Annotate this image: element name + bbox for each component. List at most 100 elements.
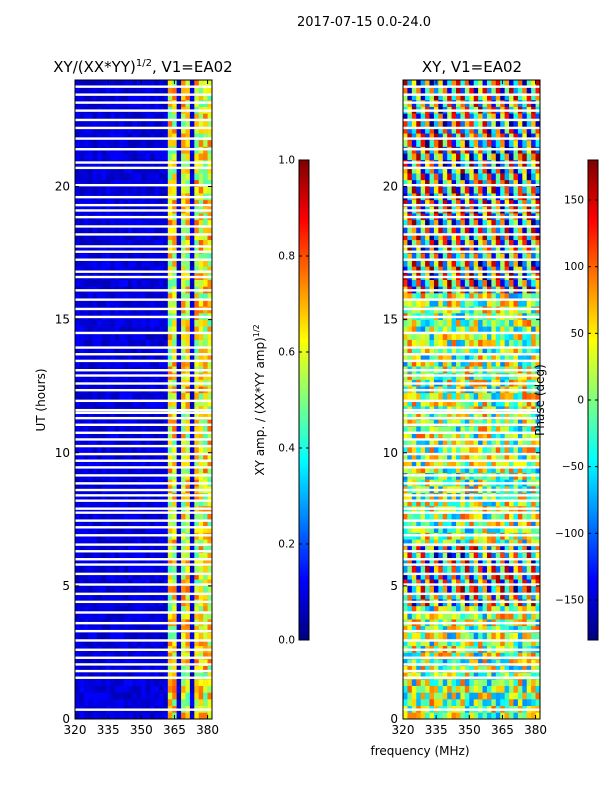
heatmap-cell	[132, 592, 138, 600]
heatmap-cell	[460, 605, 466, 613]
heatmap-cell	[478, 565, 483, 573]
heatmap-cell	[482, 525, 488, 533]
heatmap-cell	[473, 665, 479, 673]
heatmap-cell	[469, 659, 475, 667]
heatmap-cell	[203, 466, 208, 474]
heatmap-cell	[176, 605, 182, 613]
heatmap-cell	[150, 133, 155, 141]
heatmap-cell	[185, 446, 191, 454]
heatmap-cell	[163, 93, 169, 101]
heatmap-cell	[88, 519, 93, 527]
heatmap-cell	[486, 412, 492, 420]
heatmap-cell	[433, 499, 439, 507]
heatmap-cell	[128, 659, 133, 667]
heatmap-cell	[416, 426, 421, 434]
heatmap-cell	[411, 672, 417, 680]
heatmap-cell	[181, 612, 186, 620]
heatmap-cell	[194, 352, 200, 360]
heatmap-cell	[105, 412, 111, 420]
heatmap-cell	[189, 632, 195, 640]
heatmap-cell	[194, 685, 200, 693]
heatmap-cell	[114, 279, 120, 287]
heatmap-cell	[97, 359, 102, 367]
figure-title: 2017-07-15 0.0-24.0	[297, 15, 431, 30]
heatmap-cell	[145, 93, 151, 101]
heatmap-cell	[198, 432, 204, 440]
heatmap-cell	[172, 352, 177, 360]
heatmap-cell	[491, 452, 497, 460]
heatmap-cell	[509, 572, 514, 580]
heatmap-cell	[433, 346, 439, 354]
heatmap-cell	[154, 80, 160, 87]
heatmap-cell	[141, 119, 147, 127]
heatmap-cell	[97, 279, 102, 287]
heatmap-cell	[101, 652, 107, 660]
heatmap-cell	[526, 565, 532, 573]
heatmap-cell	[203, 259, 208, 267]
heatmap-cell	[136, 166, 142, 174]
heatmap-cell	[97, 246, 102, 254]
heatmap-cell	[79, 259, 85, 267]
heatmap-cell	[83, 519, 89, 527]
heatmap-cell	[158, 452, 164, 460]
heatmap-cell	[198, 665, 204, 673]
heatmap-cell	[198, 352, 204, 360]
heatmap-cell	[469, 326, 475, 334]
heatmap-cell	[407, 459, 413, 467]
heatmap-cell	[526, 592, 532, 600]
heatmap-cell	[438, 412, 444, 420]
heatmap-cell	[416, 499, 421, 507]
heatmap-cell	[92, 266, 98, 274]
heatmap-cell	[189, 659, 195, 667]
heatmap-cell	[194, 86, 200, 94]
heatmap-cell	[79, 153, 85, 161]
heatmap-cell	[75, 426, 80, 434]
heatmap-cell	[97, 153, 102, 161]
heatmap-cell	[203, 126, 208, 134]
heatmap-cell	[97, 133, 102, 141]
heatmap-cell	[517, 419, 523, 427]
heatmap-cell	[167, 426, 173, 434]
heatmap-cell	[425, 419, 430, 427]
heatmap-cell	[491, 552, 497, 560]
heatmap-cell	[456, 539, 461, 547]
data-gap	[75, 438, 212, 441]
heatmap-cell	[513, 339, 519, 347]
heatmap-cell	[491, 612, 497, 620]
heatmap-cell	[185, 625, 191, 633]
heatmap-cell	[482, 565, 488, 573]
heatmap-cell	[167, 699, 173, 706]
heatmap-cell	[425, 552, 430, 560]
heatmap-cell	[79, 166, 85, 174]
heatmap-cell	[416, 545, 421, 553]
heatmap-cell	[473, 539, 479, 547]
heatmap-cell	[198, 519, 204, 527]
heatmap-cell	[145, 153, 151, 161]
heatmap-cell	[97, 446, 102, 454]
heatmap-cell	[163, 466, 169, 474]
heatmap-cell	[207, 419, 213, 427]
heatmap-cell	[451, 545, 457, 553]
heatmap-cell	[128, 592, 133, 600]
heatmap-cell	[123, 293, 129, 300]
heatmap-cell	[407, 352, 413, 360]
heatmap-cell	[420, 419, 426, 427]
heatmap-cell	[491, 659, 497, 667]
heatmap-cell	[407, 692, 413, 700]
heatmap-cell	[535, 672, 541, 680]
heatmap-cell	[425, 585, 430, 593]
heatmap-cell	[486, 692, 492, 700]
heatmap-cell	[172, 572, 177, 580]
heatmap-cell	[495, 625, 501, 633]
heatmap-cell	[203, 219, 208, 227]
heatmap-cell	[83, 426, 89, 434]
heatmap-cell	[176, 685, 182, 693]
heatmap-cell	[194, 452, 200, 460]
heatmap-cell	[473, 552, 479, 560]
heatmap-cell	[105, 326, 111, 334]
heatmap-cell	[403, 632, 408, 640]
heatmap-cell	[145, 339, 151, 347]
heatmap-cell	[176, 299, 182, 307]
heatmap-cell	[526, 605, 532, 613]
heatmap-cell	[517, 552, 523, 560]
